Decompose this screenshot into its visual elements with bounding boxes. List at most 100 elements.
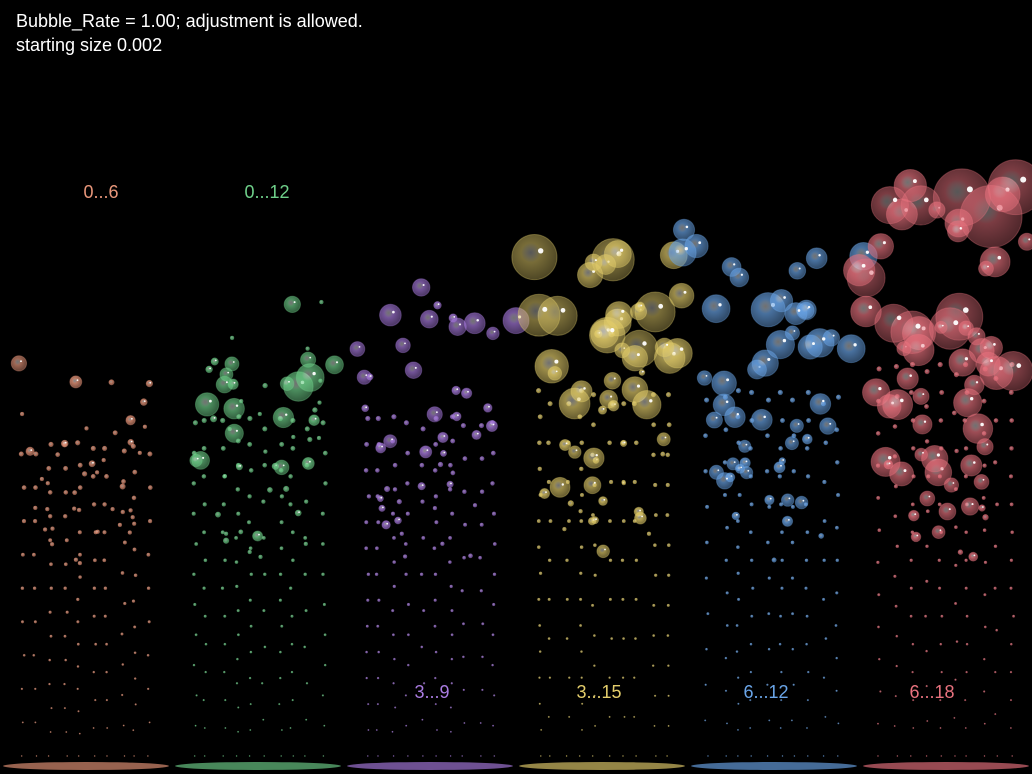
bubble <box>367 702 370 706</box>
bubble <box>706 612 710 616</box>
bubble <box>954 563 958 568</box>
bubble <box>666 755 668 757</box>
bubble <box>367 729 370 731</box>
bubble <box>92 558 97 563</box>
bubble <box>248 546 253 551</box>
bubble <box>450 608 454 613</box>
bubble <box>934 320 948 334</box>
bubble <box>235 584 239 589</box>
bubble <box>403 542 408 546</box>
bubble <box>248 676 252 680</box>
bubble <box>419 462 425 468</box>
emitter-disc <box>519 762 685 770</box>
bubble <box>462 688 465 692</box>
bubble <box>283 295 301 314</box>
bubble <box>426 406 443 423</box>
bubble <box>1009 698 1013 702</box>
bubble <box>993 418 999 423</box>
bubble <box>50 526 55 531</box>
bubble <box>77 530 82 535</box>
bubble <box>247 441 253 447</box>
bubble <box>434 676 437 680</box>
bubble <box>704 576 709 580</box>
bubble <box>210 415 218 423</box>
bubble <box>654 337 675 358</box>
bubble <box>737 702 740 705</box>
bubble <box>608 676 611 679</box>
bubble <box>591 603 595 607</box>
bubble <box>449 755 452 757</box>
bubble <box>202 586 206 590</box>
bubble <box>78 552 82 557</box>
bubble <box>925 649 928 653</box>
bubble <box>492 572 497 577</box>
bubble <box>633 676 636 679</box>
bubble <box>50 706 53 710</box>
bubble <box>790 504 795 509</box>
bubble <box>421 718 424 721</box>
bubble <box>33 620 38 624</box>
bubble <box>547 715 550 718</box>
bubble <box>877 593 881 597</box>
bubble <box>94 642 98 646</box>
bubble <box>405 724 408 727</box>
bubble <box>365 650 368 654</box>
bubble <box>92 670 96 674</box>
bubble <box>35 755 38 757</box>
bubble <box>134 703 137 706</box>
bubble <box>123 755 126 757</box>
bubble <box>914 447 929 462</box>
bubble <box>363 468 369 473</box>
bubble <box>895 544 900 549</box>
bubble <box>364 546 369 551</box>
bubble <box>540 728 543 731</box>
bubble <box>273 459 290 476</box>
bubble <box>1011 755 1014 757</box>
bubble <box>725 755 728 757</box>
bubble <box>220 445 226 451</box>
bubble <box>876 495 881 500</box>
bubble <box>194 633 198 637</box>
bubble <box>21 518 27 524</box>
bubble <box>711 370 737 397</box>
bubble <box>874 303 914 343</box>
bubble <box>490 481 495 486</box>
bubble <box>147 755 149 757</box>
bubble <box>322 602 327 607</box>
bubble <box>133 573 138 578</box>
bubble <box>983 560 988 565</box>
bubble <box>704 683 707 686</box>
bubble <box>279 376 295 391</box>
bubble <box>290 445 296 451</box>
bubble <box>92 586 97 591</box>
bubble <box>224 423 244 443</box>
bubble <box>666 634 670 638</box>
bubble <box>94 470 100 475</box>
bubble <box>49 731 52 733</box>
bubble <box>321 694 325 697</box>
bubble <box>366 494 372 499</box>
bubble <box>290 642 294 646</box>
bubble <box>896 367 919 390</box>
bubble <box>836 334 866 364</box>
bubble <box>623 715 626 718</box>
bubble <box>805 614 809 618</box>
bubble <box>548 676 552 679</box>
bubble <box>63 562 68 567</box>
bubble <box>837 722 840 725</box>
bubble <box>478 555 482 560</box>
bubble <box>655 755 657 757</box>
bubble <box>749 727 752 729</box>
bubble <box>194 724 197 727</box>
bubble <box>726 722 729 725</box>
bubble <box>66 755 69 757</box>
bubble <box>391 633 395 637</box>
bubble <box>777 474 783 479</box>
bubble <box>994 670 997 674</box>
bubble <box>447 487 453 492</box>
bubble <box>20 552 25 557</box>
bubble <box>223 614 227 618</box>
bubble <box>963 446 969 451</box>
bubble <box>539 488 551 499</box>
bubble <box>784 302 808 326</box>
